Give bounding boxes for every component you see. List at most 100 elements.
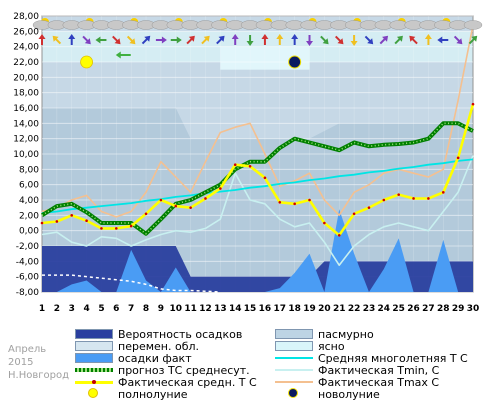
arrow-right-up-icon <box>468 35 478 45</box>
arrow-head <box>231 34 239 39</box>
legend-item: новолуние <box>275 387 380 401</box>
legend-swatch <box>275 341 313 351</box>
arrow-up-icon <box>231 34 239 45</box>
arrow-left-up-icon <box>409 35 418 45</box>
band-clear-bright <box>220 46 310 70</box>
y-tick-label: 28,00 <box>13 12 39 22</box>
x-axis: 1 2 3 4 5 6 7 8 9 10 11 12 13 14 15 16 17 18 19 20 21 22 23 24 2… <box>39 304 479 314</box>
arrow-right-icon <box>170 36 182 44</box>
arrow-head <box>322 38 329 45</box>
x-tick-label: 15 <box>244 304 257 314</box>
y-tick-label: 14,00 <box>13 119 39 129</box>
cloud-icon <box>77 18 96 30</box>
x-tick-label: 28 <box>437 304 450 314</box>
arrow-right-up-icon <box>394 35 403 45</box>
cloud-icon <box>255 18 275 30</box>
y-tick-label: 26,00 <box>13 27 39 37</box>
precip-actual-area <box>42 209 473 292</box>
mean-temp-point <box>100 227 103 230</box>
y-tick-label: 6,00 <box>19 181 39 191</box>
x-tick-label: 14 <box>229 304 242 314</box>
arrow-left-up-icon <box>52 35 62 45</box>
y-tick-label: 0,00 <box>19 227 39 237</box>
arrow-head <box>161 36 167 44</box>
legend-item: ясно <box>275 340 345 353</box>
arrow-head <box>95 36 101 44</box>
arrow-head <box>409 35 416 42</box>
series-средняя-многолетняя-т-с <box>41 158 474 214</box>
arrow-head <box>437 36 443 44</box>
arrow-head <box>367 38 374 45</box>
legend-label: полнолуние <box>118 387 188 401</box>
temperature-chart: -8,00 -6,00 -4,00 -2,00 0,00 2,00 4,00 6,00 8,00… <box>13 12 483 314</box>
x-tick-label: 2 <box>54 304 60 314</box>
mean-temp-point <box>55 220 59 223</box>
y-tick-label: 8,00 <box>19 165 39 175</box>
y-tick-label: 12,00 <box>13 135 39 145</box>
arrow-right-down-icon <box>364 35 374 45</box>
x-tick-label: 26 <box>407 304 420 314</box>
line-series <box>40 25 475 266</box>
arrow-head <box>382 35 389 42</box>
legend-swatch <box>275 369 313 371</box>
mean-temp-point <box>263 176 267 180</box>
weather-icons-row <box>32 18 483 59</box>
y-tick-label: 16,00 <box>13 104 39 114</box>
mean-temp-point <box>471 102 475 106</box>
cloud-icon <box>463 20 483 30</box>
legend-label: новолуние <box>318 387 380 401</box>
arrow-head <box>471 35 478 42</box>
series-forecast-dots <box>41 122 474 235</box>
x-tick-label: 4 <box>83 304 89 314</box>
x-tick-label: 3 <box>69 304 75 314</box>
mean-temp-point <box>352 212 356 216</box>
arrow-down-icon <box>246 35 254 46</box>
x-tick-label: 27 <box>422 304 435 314</box>
arrow-head <box>337 38 344 45</box>
arrow-right-down-icon <box>334 35 344 45</box>
mean-temp-point <box>219 187 222 190</box>
x-tick-label: 29 <box>452 304 465 314</box>
legend-item: пасмурно <box>275 327 374 341</box>
mean-temp-point <box>412 197 415 200</box>
arrow-head <box>291 34 299 39</box>
arrow-down-right-icon <box>112 35 121 45</box>
mean-temp-point <box>174 204 178 208</box>
arrow-down-icon <box>306 35 314 46</box>
x-tick-label: 19 <box>303 304 316 314</box>
x-tick-label: 13 <box>214 304 227 314</box>
x-tick-label: 24 <box>378 304 391 314</box>
mean-temp-point <box>233 163 237 167</box>
legend-swatch <box>75 379 113 384</box>
mean-temp-point <box>456 156 460 160</box>
legend-item: Фактическая Tmax С <box>275 376 439 389</box>
arrow-head <box>188 35 195 42</box>
x-tick-label: 22 <box>348 304 361 314</box>
x-tick-label: 25 <box>392 304 405 314</box>
legend-swatch <box>275 388 313 399</box>
arrow-up-icon <box>38 34 46 45</box>
legend-swatch <box>75 353 113 363</box>
arrow-head <box>114 38 121 45</box>
mean-temp-point <box>323 221 326 225</box>
mean-temp-point <box>248 164 252 168</box>
arrow-head <box>306 41 314 46</box>
x-tick-label: 30 <box>467 304 480 314</box>
arrow-right-up-icon <box>201 35 210 45</box>
arrow-head <box>38 34 46 39</box>
arrow-down-right-icon <box>126 35 136 45</box>
arrow-head <box>129 38 136 45</box>
arrow-head <box>52 35 59 42</box>
series-фактическая-средн-т-с <box>41 103 475 237</box>
arrow-head <box>203 35 210 42</box>
cloud-icon <box>32 18 52 30</box>
x-tick-label: 20 <box>318 304 331 314</box>
mean-temp-point <box>397 193 400 196</box>
cloud-icon <box>434 18 453 30</box>
legend-label: перемен. обл. <box>118 339 200 353</box>
legend-label: пасмурно <box>318 327 374 341</box>
legend-item: Фактическая Tmin, С <box>275 364 439 377</box>
legend-label: Средняя многолетняя Т С <box>318 351 468 365</box>
moon-phases <box>80 55 302 69</box>
arrow-left-icon <box>95 36 107 44</box>
